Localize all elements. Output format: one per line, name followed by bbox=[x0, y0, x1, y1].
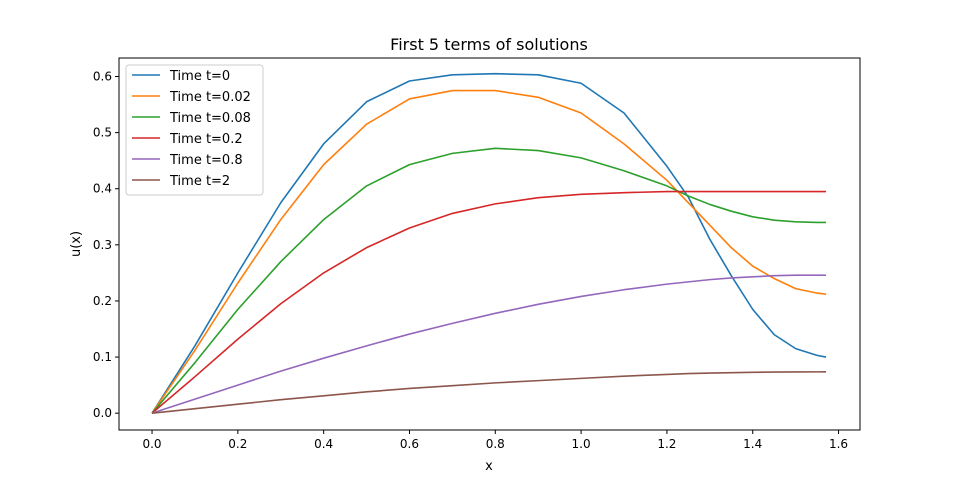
legend-label-3: Time t=0.08 bbox=[169, 111, 251, 126]
x-tick-label: 0.2 bbox=[228, 437, 247, 451]
chart-title: First 5 terms of solutions bbox=[390, 35, 588, 54]
y-tick-label: 0.1 bbox=[93, 350, 112, 364]
legend-label-1: Time t=0 bbox=[169, 69, 230, 84]
y-axis: 0.0 0.1 0.2 0.3 0.4 0.5 0.6 bbox=[93, 70, 119, 420]
y-tick-label: 0.4 bbox=[93, 182, 112, 196]
x-axis: 0.0 0.2 0.4 0.6 0.8 1.0 1.2 1.4 1.6 bbox=[142, 430, 848, 451]
legend-label-4: Time t=0.2 bbox=[169, 132, 243, 147]
x-tick-label: 0.6 bbox=[400, 437, 419, 451]
x-tick-label: 1.0 bbox=[572, 437, 591, 451]
x-tick-label: 0.0 bbox=[142, 437, 161, 451]
legend-label-5: Time t=0.8 bbox=[169, 153, 243, 168]
x-axis-label: x bbox=[485, 459, 493, 474]
plot-frame bbox=[118, 57, 861, 431]
series-line-4 bbox=[151, 190, 827, 414]
legend-label-6: Time t=2 bbox=[169, 174, 230, 189]
legend-box bbox=[125, 64, 264, 196]
series-line-6 bbox=[151, 371, 827, 414]
x-tick-label: 1.4 bbox=[743, 437, 762, 451]
series-line-2 bbox=[151, 89, 827, 414]
y-axis-label: u(x) bbox=[69, 231, 84, 257]
legend-label-2: Time t=0.02 bbox=[169, 90, 251, 105]
series-lines bbox=[151, 72, 827, 414]
x-tick-label: 0.4 bbox=[314, 437, 333, 451]
y-tick-label: 0.6 bbox=[93, 70, 112, 84]
y-tick-label: 0.5 bbox=[93, 126, 112, 140]
x-tick-label: 0.8 bbox=[486, 437, 505, 451]
y-tick-label: 0.2 bbox=[93, 294, 112, 308]
series-line-3 bbox=[151, 147, 827, 414]
x-tick-label: 1.6 bbox=[829, 437, 848, 451]
legend: Time t=0 Time t=0.02 Time t=0.08 Time t=0.2… bbox=[125, 64, 264, 196]
y-tick-label: 0.3 bbox=[93, 238, 112, 252]
series-line-5 bbox=[151, 274, 827, 414]
x-tick-label: 1.2 bbox=[657, 437, 676, 451]
series-line-1 bbox=[151, 72, 827, 414]
y-tick-label: 0.0 bbox=[93, 406, 112, 420]
